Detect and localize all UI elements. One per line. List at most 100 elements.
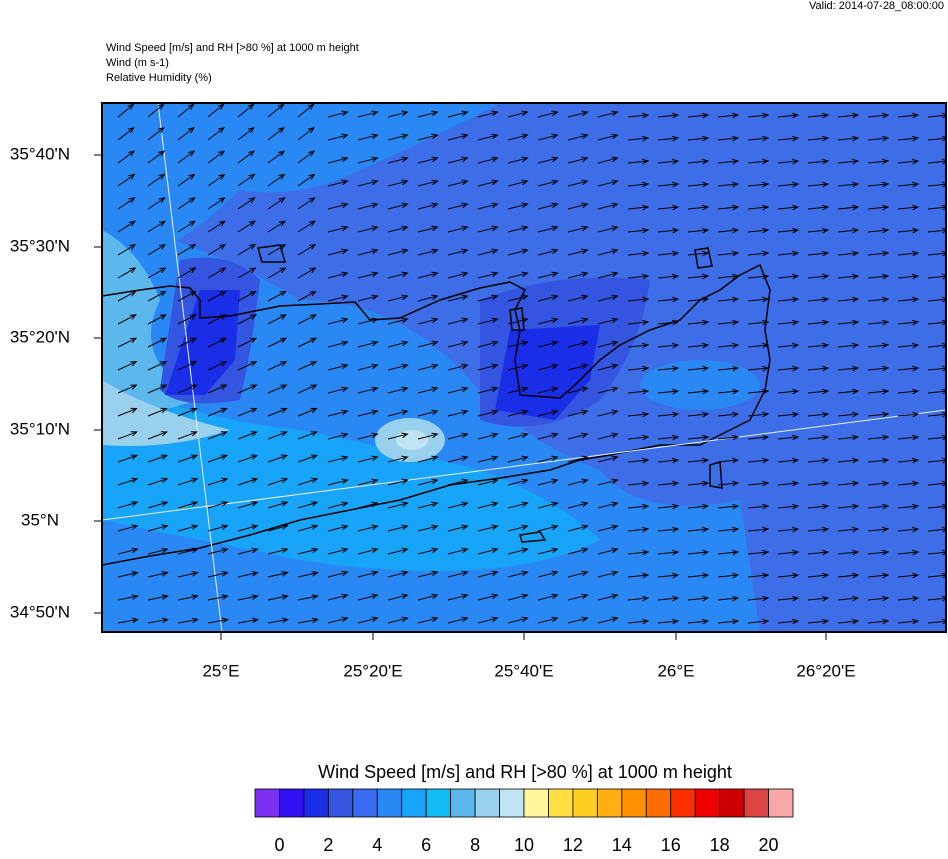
wind-arrow [567, 432, 589, 440]
wind-arrow [807, 526, 830, 533]
wind-arrow [267, 290, 287, 302]
wind-arrow [357, 225, 379, 233]
wind-arrow [567, 133, 589, 141]
wind-arrow [207, 547, 229, 555]
wind-arrow [927, 572, 946, 579]
wind-arrow [927, 181, 946, 188]
wind-arrow [897, 158, 920, 165]
wind-arrow [417, 524, 439, 532]
wind-arrow [207, 594, 229, 601]
wind-arrow [657, 457, 680, 464]
wind-arrow [417, 110, 439, 118]
wind-arrow [867, 342, 890, 349]
wind-arrow [717, 595, 740, 602]
wind-arrow [777, 112, 800, 119]
wind-arrow [537, 386, 559, 394]
colorbar-swatch [523, 788, 549, 818]
wind-arrow [597, 455, 619, 463]
wind-arrow [327, 478, 349, 486]
wind-arrow [147, 150, 166, 164]
wind-arrow [717, 342, 740, 349]
wind-arrow [357, 248, 379, 256]
wind-arrow [537, 432, 559, 440]
wind-arrow [567, 179, 589, 187]
wind-arrow [927, 135, 946, 142]
wind-arrow [207, 243, 227, 256]
wind-arrow [867, 250, 890, 257]
wind-arrow [117, 524, 139, 532]
wind-arrow [657, 273, 680, 280]
wind-arrow [297, 594, 319, 601]
wind-arrow [267, 220, 286, 233]
wind-arrow [747, 319, 770, 326]
wind-arrow [657, 112, 680, 119]
wind-arrow [477, 501, 499, 509]
wind-arrow [237, 431, 258, 440]
wind-arrow [807, 434, 830, 441]
wind-arrow [507, 133, 529, 141]
wind-arrow [837, 503, 860, 510]
wind-arrow [447, 225, 469, 233]
wind-arrow [357, 432, 379, 440]
wind-arrow [657, 411, 680, 418]
wind-arrow [687, 526, 710, 533]
wind-arrow [477, 156, 499, 164]
wind-arrow [267, 150, 286, 164]
wind-arrow [807, 227, 830, 234]
wind-arrow [927, 388, 946, 395]
wind-arrow [147, 594, 169, 601]
wind-arrow [927, 365, 946, 372]
wind-arrow [597, 110, 619, 118]
wind-arrow [417, 478, 439, 486]
wind-arrow [567, 455, 589, 463]
colorbar-swatch [327, 788, 354, 818]
colorbar-swatch [548, 788, 574, 818]
wind-arrow [627, 618, 650, 625]
wind-arrow [147, 267, 167, 279]
wind-arrow [117, 571, 139, 578]
lon-label: 26°20'E [796, 661, 855, 680]
wind-arrow [897, 388, 920, 395]
wind-arrow [927, 204, 946, 211]
wind-arrow [417, 317, 439, 325]
wind-arrow [477, 386, 499, 394]
wind-arrow [837, 411, 860, 418]
wind-arrow [927, 273, 946, 280]
wind-arrow [537, 294, 559, 302]
wind-arrow [447, 593, 469, 601]
wind-arrow [147, 314, 167, 325]
wind-arrow [717, 319, 740, 326]
wind-arrow [747, 342, 770, 349]
wind-arrow [207, 384, 228, 394]
wind-arrow [777, 388, 800, 395]
wind-arrow [357, 616, 379, 624]
wind-arrow [417, 432, 439, 440]
wind-arrow [867, 319, 890, 326]
wind-arrow [297, 571, 319, 578]
wind-arrow [267, 524, 289, 532]
wind-arrow [327, 133, 349, 141]
wind-arrow [147, 547, 169, 555]
wind-arrow [327, 593, 349, 601]
wind-arrow [177, 337, 198, 348]
wind-arrow [777, 227, 800, 234]
wind-arrow [327, 501, 349, 509]
wind-arrow [567, 478, 589, 486]
wind-arrow [177, 384, 198, 394]
wind-arrow [237, 150, 256, 164]
wind-arrow [507, 547, 529, 555]
wind-arrow [567, 202, 589, 210]
colorbar-title: Wind Speed [m/s] and RH [>80 %] at 1000 … [318, 762, 732, 782]
wind-arrow [867, 273, 890, 280]
wind-arrow [447, 110, 469, 118]
wind-arrow [297, 220, 316, 233]
wind-arrow [297, 103, 315, 118]
wind-arrow [747, 227, 770, 234]
wind-arrow [687, 135, 710, 142]
wind-arrow [777, 618, 800, 625]
wind-arrow [867, 204, 890, 211]
wind-arrow [387, 179, 409, 187]
wind-arrow [897, 618, 920, 625]
wind-arrow [267, 477, 289, 486]
wind-arrow [147, 477, 169, 486]
